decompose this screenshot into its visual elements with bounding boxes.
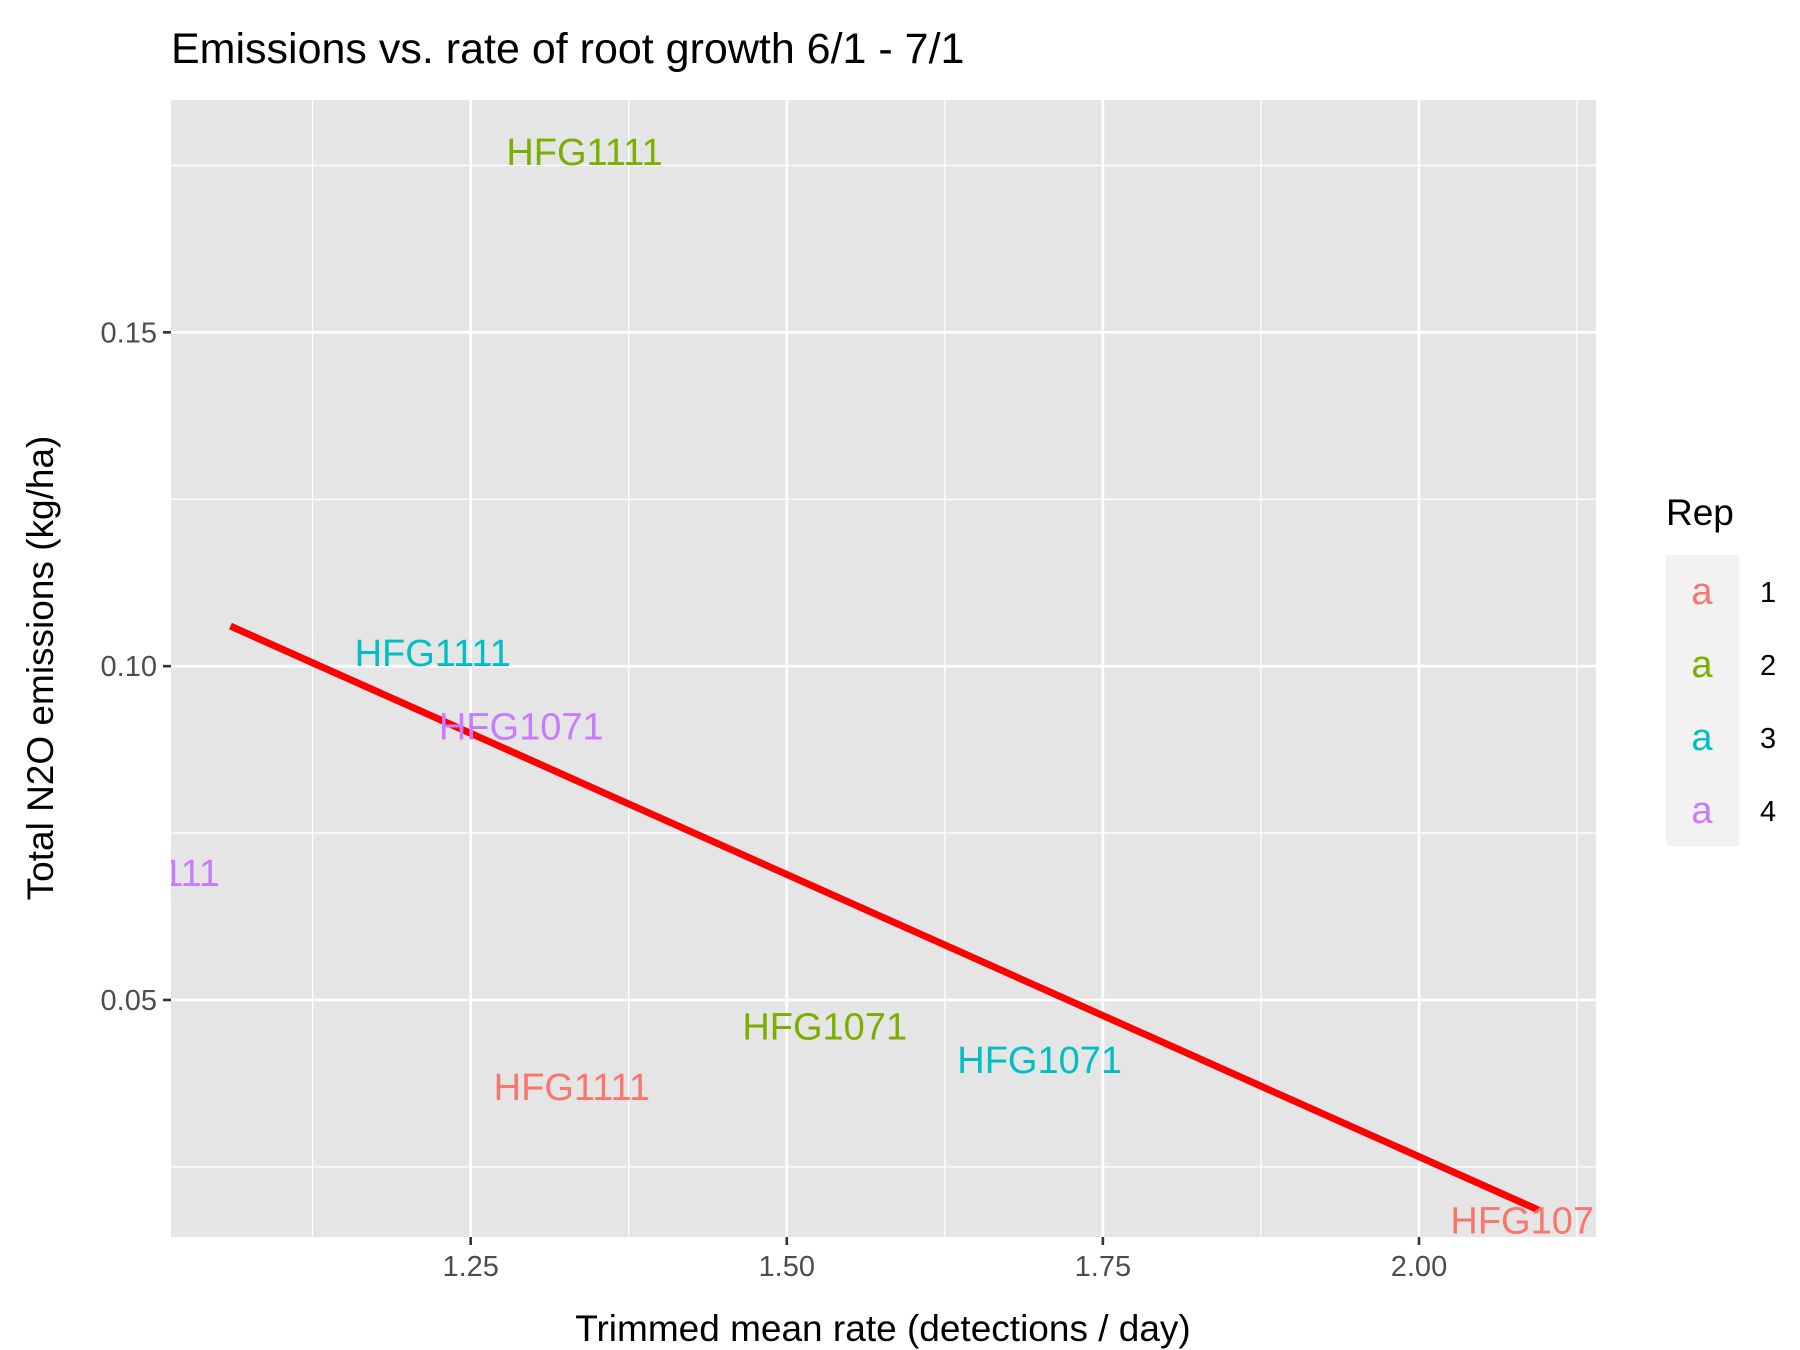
- point-label: HFG1071: [957, 1040, 1122, 1082]
- point-label: HFG1111: [355, 633, 511, 675]
- legend-key: a: [1691, 571, 1713, 613]
- x-tick-label: 2.00: [1391, 1251, 1447, 1283]
- point-label: HFG1071: [1450, 1200, 1615, 1242]
- trend-layer: [229, 622, 1541, 1214]
- legend-title: Rep: [1666, 492, 1734, 533]
- legend-key: a: [1691, 790, 1713, 832]
- plot-panel: HFG1111 HFG1111 HFG1071 HFG1111 HFG1071 HFG10…: [64, 100, 1615, 1242]
- x-axis: 1.25 1.50 1.75 2.00: [442, 1237, 1447, 1283]
- legend-label: 1: [1760, 577, 1776, 609]
- legend-label: 2: [1760, 650, 1776, 682]
- point-label: HFG1071: [439, 706, 604, 748]
- legend-key: a: [1691, 717, 1713, 759]
- x-axis-title: Trimmed mean rate (detections / day): [575, 1308, 1191, 1349]
- chart-title: Emissions vs. rate of root growth 6/1 - …: [171, 25, 964, 73]
- point-label: HFG1071: [742, 1007, 907, 1049]
- x-tick-label: 1.25: [442, 1251, 498, 1283]
- point-label: HFG1111: [494, 1067, 650, 1109]
- y-axis: 0.05 0.10 0.15: [101, 317, 171, 1017]
- x-tick-label: 1.75: [1075, 1251, 1131, 1283]
- y-axis-title: Total N2O emissions (kg/ha): [20, 436, 61, 901]
- point-label: HFG1111: [64, 853, 220, 895]
- panel-background: [171, 100, 1596, 1237]
- y-tick-label: 0.15: [101, 317, 157, 349]
- legend-key: a: [1691, 644, 1713, 686]
- legend: Rep a 1 a 2 a 3 a 4: [1666, 492, 1776, 846]
- legend-label: 4: [1760, 796, 1776, 828]
- legend-key-background: [1666, 555, 1739, 846]
- y-tick-label: 0.05: [101, 985, 157, 1017]
- point-label: HFG1111: [506, 132, 662, 174]
- point-labels: HFG1111 HFG1111 HFG1071 HFG1111 HFG1071 HFG10…: [64, 132, 1615, 1242]
- trend-line: [229, 622, 1541, 1214]
- x-tick-label: 1.50: [759, 1251, 815, 1283]
- y-tick-label: 0.10: [101, 651, 157, 683]
- legend-entries: a 1 a 2 a 3 a 4: [1691, 571, 1776, 832]
- legend-label: 3: [1760, 723, 1776, 755]
- grid-minor: [171, 100, 1596, 1237]
- grid-major: [171, 100, 1596, 1237]
